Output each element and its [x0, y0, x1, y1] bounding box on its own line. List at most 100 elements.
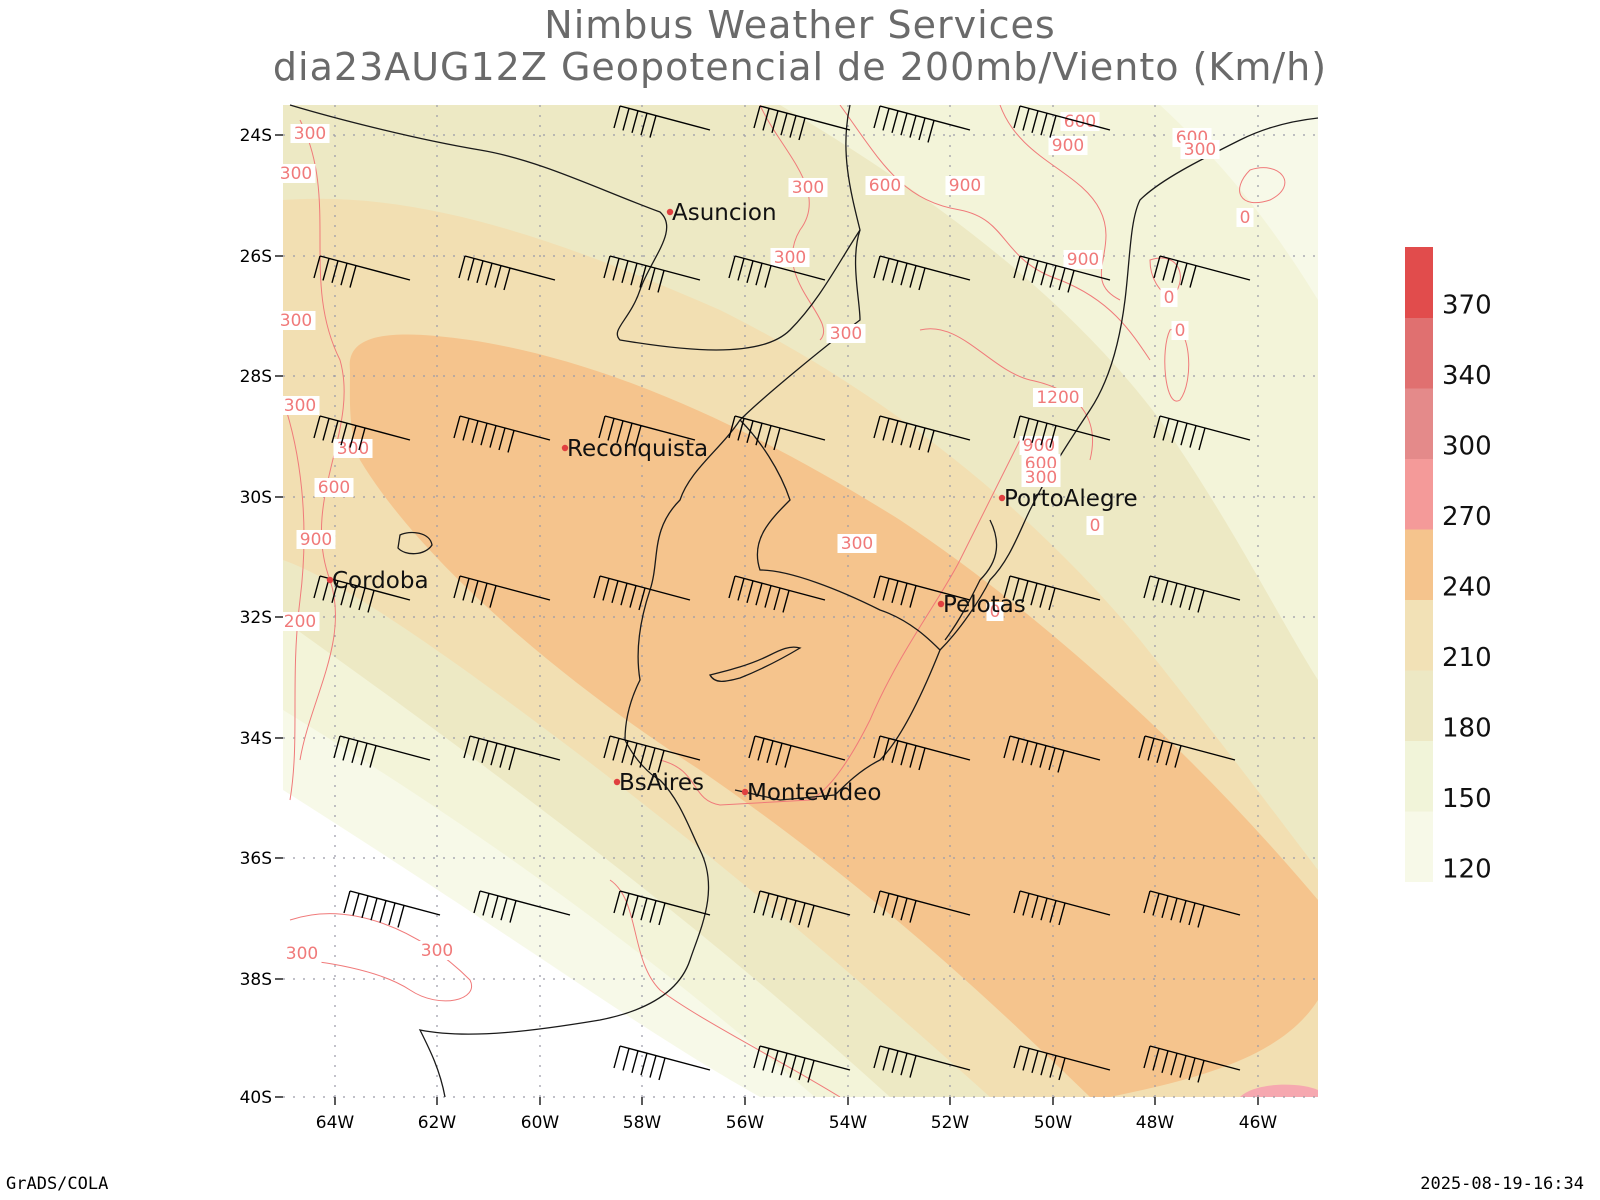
city-label: Asuncion [672, 200, 777, 226]
colorbar-label: 210 [1442, 643, 1492, 673]
wind-barb [1013, 415, 1111, 448]
footer-timestamp: 2025-08-19-16:34 [1420, 1174, 1584, 1194]
wind-barb [613, 890, 711, 926]
contour-label-bg [1063, 250, 1103, 269]
contour-label-bg [1180, 140, 1220, 159]
wind-barb [1003, 735, 1101, 773]
contour-label: 900 [1052, 136, 1084, 156]
contour-label-bg [333, 439, 373, 458]
wind-barb [598, 415, 696, 448]
wind-barb [453, 575, 551, 608]
wind-barb [873, 105, 971, 143]
lon-tick-label: 62W [418, 1113, 457, 1133]
contour-label: 0 [1240, 208, 1251, 228]
contour-label-bg [770, 248, 810, 267]
wind-barb [603, 735, 701, 773]
wind-barb [603, 255, 701, 293]
contour-label-bg [1160, 288, 1178, 307]
contour-label: 300 [841, 534, 873, 554]
chart-subtitle: dia23AUG12Z Geopotencial de 200mb/Viento… [272, 45, 1328, 89]
wind-barb [873, 890, 971, 923]
lat-tick-label: 38S [240, 970, 272, 990]
contour-label-bg [1086, 516, 1104, 535]
contour-label-bg [276, 311, 316, 330]
contour-label-bg [282, 944, 322, 963]
contour-label-bg [945, 176, 985, 195]
lon-tick-label: 46W [1239, 1113, 1278, 1133]
lon-tick-label: 64W [316, 1113, 355, 1133]
wind-barb [473, 890, 571, 923]
city-label: Pelotas [943, 592, 1026, 618]
contour-label: 300 [792, 178, 824, 198]
contour-label-bg [280, 396, 320, 415]
lon-tick-label: 56W [726, 1113, 765, 1133]
lat-tick-label: 28S [240, 367, 272, 387]
wind-barb [343, 890, 441, 928]
lon-tick-label: 50W [1034, 1113, 1073, 1133]
wind-barb [333, 735, 431, 768]
lat-tick-label: 30S [240, 488, 272, 508]
contour-label-bg [1171, 321, 1189, 340]
colorbar-label: 120 [1442, 855, 1492, 885]
contour-label: 300 [280, 164, 312, 184]
wind-barb [1013, 890, 1111, 926]
colorbar-swatch [1405, 388, 1433, 459]
colorbar-swatch [1405, 317, 1433, 389]
city-label: PortoAlegre [1004, 486, 1138, 512]
colorbar-swatch [1405, 740, 1433, 812]
city-markers: Asuncion Reconquista Cordoba PortoAlegre Pel… [326, 200, 1138, 806]
contour-label-bg [290, 124, 330, 143]
fill-band-300 [1240, 1084, 1318, 1097]
wind-barb [873, 735, 971, 771]
colorbar-label: 340 [1442, 361, 1492, 391]
contour-label-bg [280, 612, 320, 631]
contour-label: 0 [990, 602, 1001, 622]
contour-label-bg [986, 602, 1004, 621]
wind-barb [453, 415, 551, 453]
contour-label: 0 [1175, 321, 1186, 341]
wind-barb [1143, 1045, 1241, 1083]
colorbar: 120 150 180 210 240 270 300 340 370 [1405, 247, 1492, 885]
lat-tick-label: 34S [240, 729, 272, 749]
contour-label-bg [837, 534, 877, 553]
contour-label: 300 [286, 944, 318, 964]
wind-barb [873, 1045, 971, 1078]
wind-barb [1138, 735, 1236, 768]
lat-tick-label: 26S [240, 247, 272, 267]
lon-tick-label: 54W [829, 1113, 868, 1133]
footer-software: GrADS/COLA [6, 1174, 109, 1194]
contour-label: 300 [830, 324, 862, 344]
longitude-axis: 64W 62W 60W 58W 56W 54W 52W 50W 48W 46W [316, 1097, 1278, 1133]
lon-tick-label: 48W [1136, 1113, 1175, 1133]
city-dot [741, 788, 749, 796]
wind-barb [1153, 415, 1251, 451]
colorbar-label: 180 [1442, 714, 1492, 744]
contour-label: 300 [1184, 140, 1216, 160]
wind-barb [753, 1045, 851, 1083]
city-label: Montevideo [747, 780, 882, 806]
contour-label-bg [865, 176, 905, 195]
contour-label-bg [276, 164, 316, 183]
wind-barb [753, 890, 851, 928]
colorbar-label: 270 [1442, 502, 1492, 532]
contour-label-bg [1021, 468, 1061, 487]
contour-label: 900 [949, 176, 981, 196]
wind-barb [728, 415, 826, 451]
contour-label: 200 [284, 612, 316, 632]
contour-label-bg [788, 178, 828, 197]
lat-tick-label: 24S [240, 126, 272, 146]
chart-title: Nimbus Weather Services [544, 3, 1056, 47]
contour-label-bg [1019, 436, 1059, 455]
contour-label: 900 [1023, 436, 1055, 456]
colorbar-swatch [1405, 247, 1433, 318]
contour-label-bg [1236, 208, 1254, 227]
city-dot [937, 600, 945, 608]
colorbar-label: 150 [1442, 784, 1492, 814]
colorbar-swatch [1405, 458, 1433, 530]
city-dot [561, 444, 569, 452]
contour-label: 300 [280, 311, 312, 331]
contour-label: 1200 [1036, 388, 1079, 408]
colorbar-swatch [1405, 599, 1433, 671]
wind-barbs [313, 105, 1251, 1083]
